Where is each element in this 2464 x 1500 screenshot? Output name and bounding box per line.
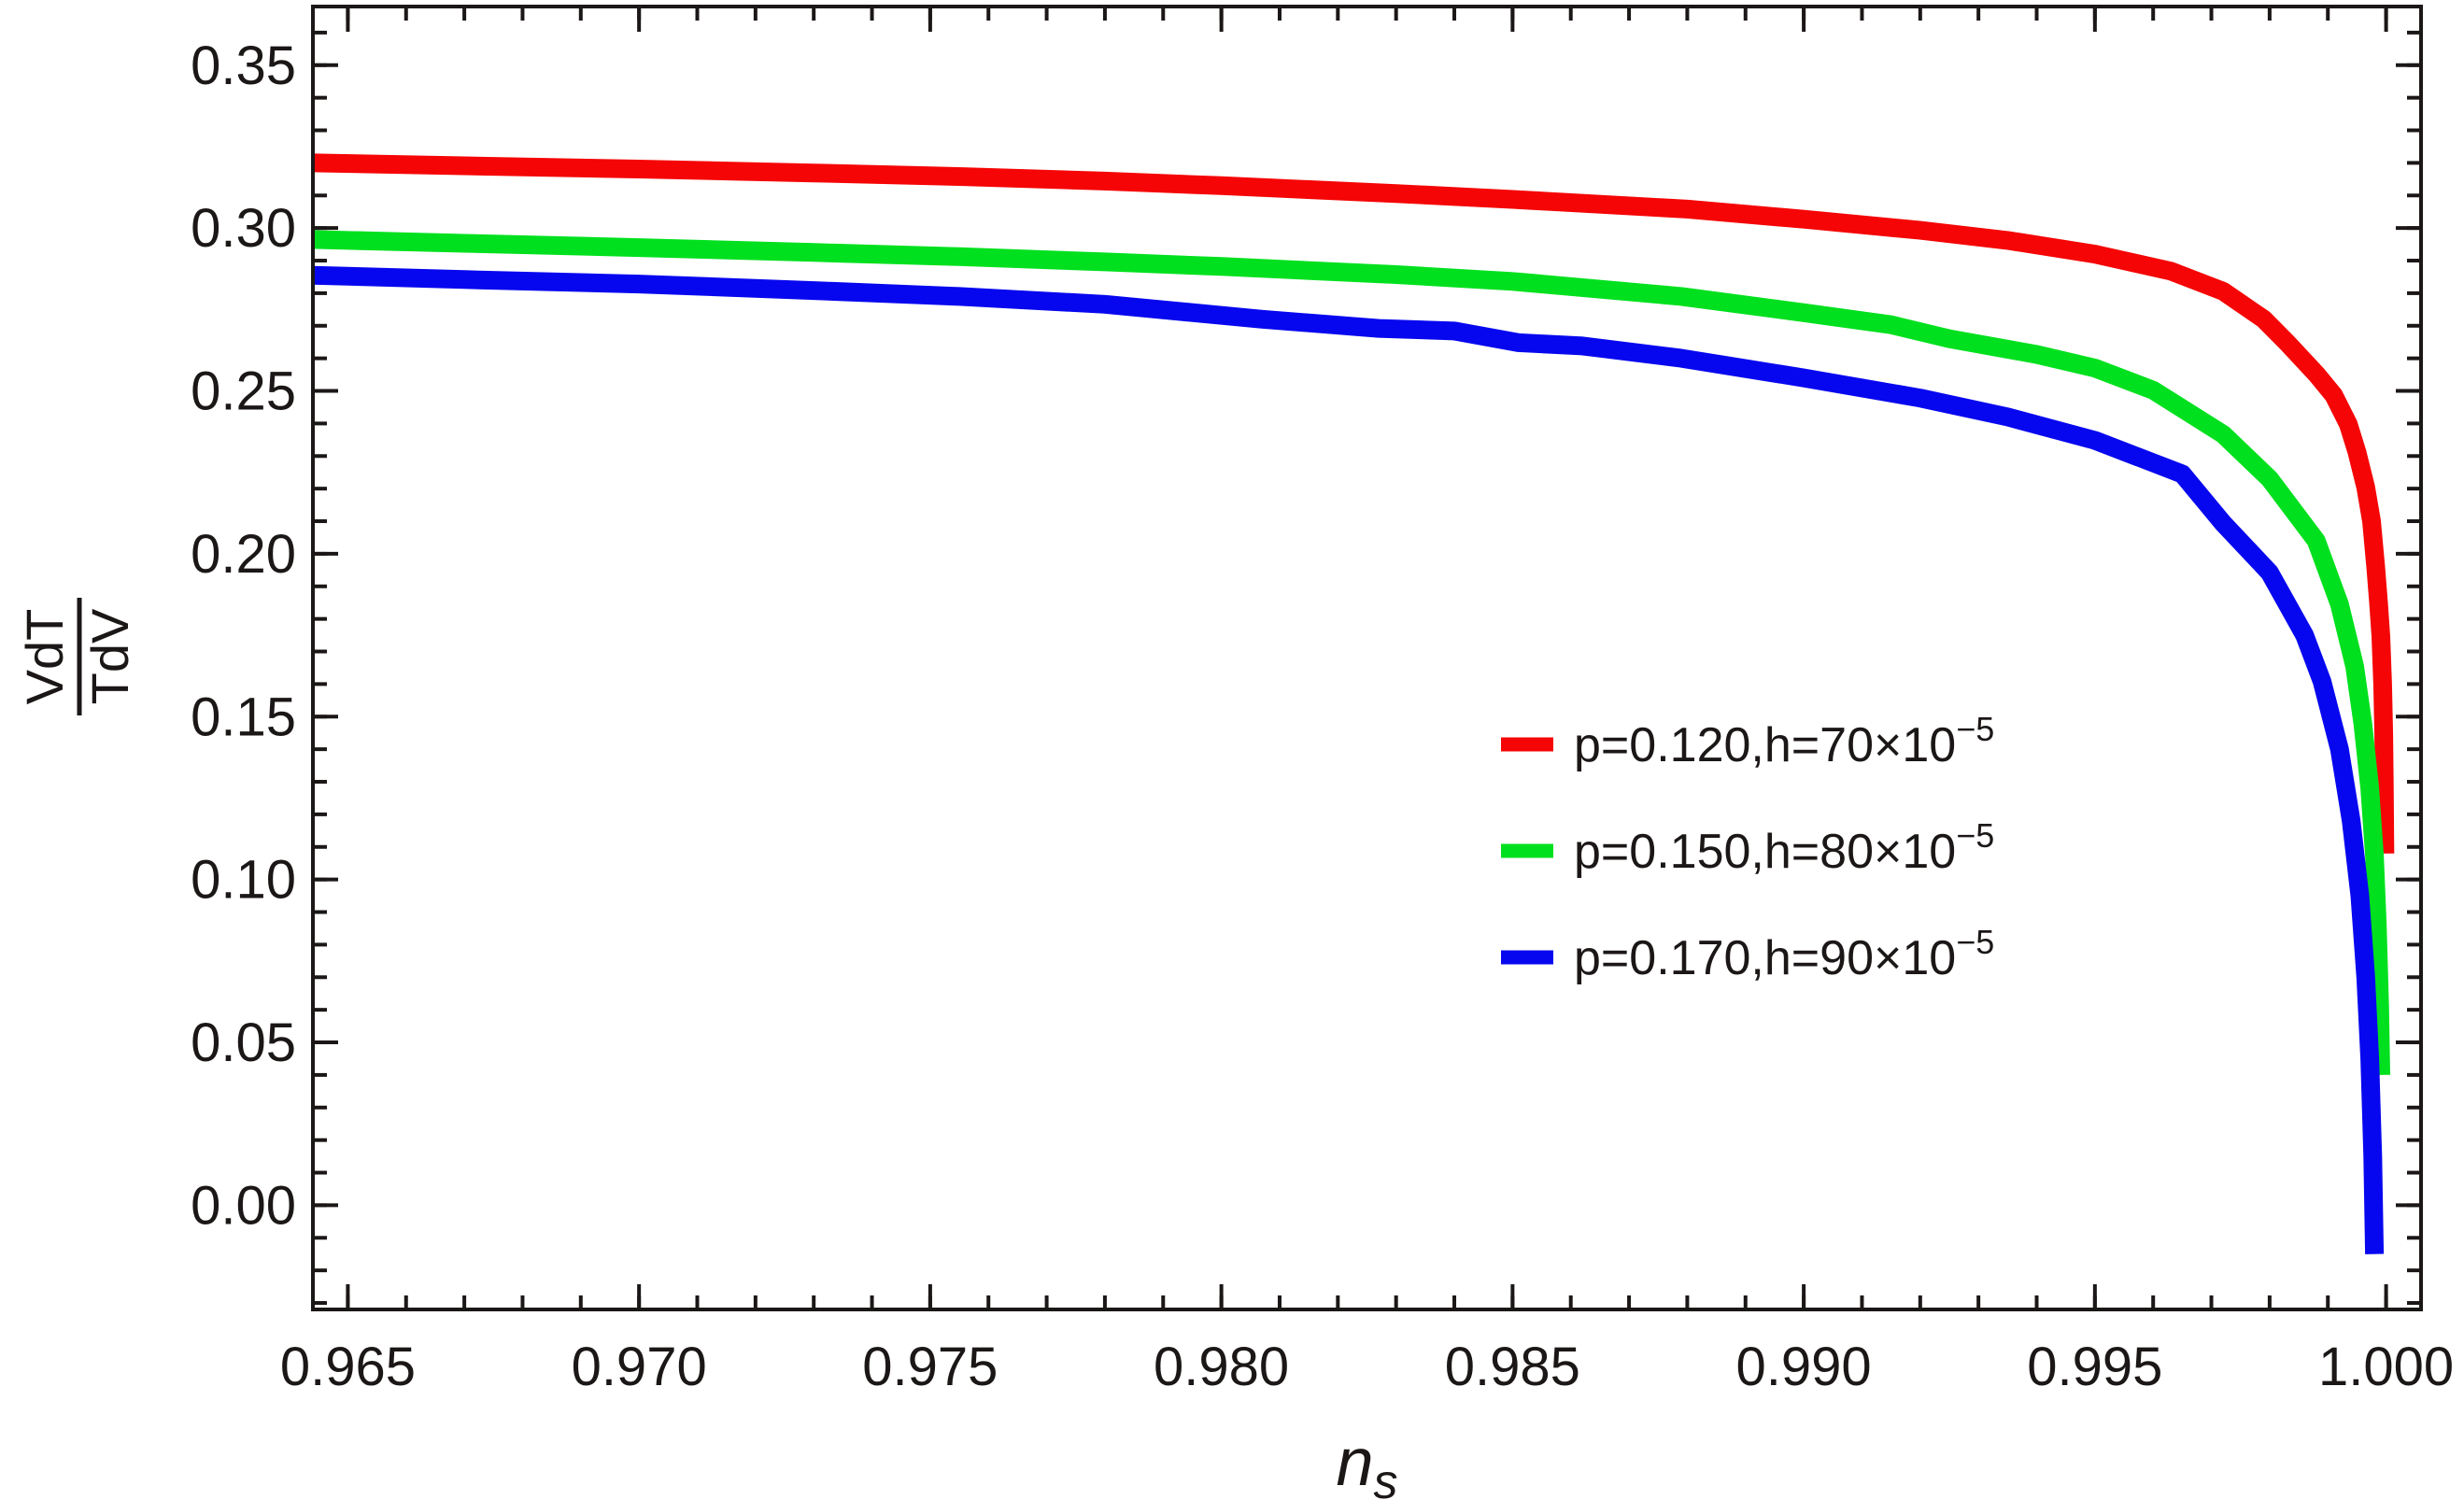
data-curves (312, 153, 2395, 1254)
y-tick-label: 0.30 (191, 198, 296, 259)
x-tick-label: 0.980 (1154, 1337, 1289, 1397)
x-tick-label: 0.995 (2027, 1337, 2162, 1397)
x-tick-label: 0.990 (1736, 1337, 1872, 1397)
y-axis-label-numerator: VdT (15, 609, 74, 705)
series-curve-0 (312, 153, 2395, 854)
y-tick-label: 0.20 (191, 524, 296, 585)
y-axis-label: VdT TdV (15, 598, 139, 715)
legend: p=0.120,h=70×10−5 p=0.150,h=80×10−5 p=0.17… (1501, 710, 1994, 985)
axis-labels: ns VdT TdV (15, 598, 1398, 1500)
x-tick-label: 0.965 (280, 1337, 416, 1397)
y-tick-label: 0.35 (191, 35, 296, 96)
legend-label-0: p=0.120,h=70×10−5 (1574, 710, 1994, 772)
plot-frame (311, 5, 2423, 1311)
series-curve-2 (312, 265, 2385, 1254)
x-tick-label: 1.000 (2318, 1337, 2454, 1397)
x-tick-label: 0.970 (572, 1337, 707, 1397)
axis-ticks (313, 7, 2421, 1309)
tick-labels: 0.965 0.970 0.975 0.980 0.985 0.990 0.995 1.000… (191, 35, 2454, 1397)
y-axis-label-denominator: TdV (80, 608, 139, 704)
y-tick-label: 0.00 (191, 1175, 296, 1236)
legend-label-2: p=0.170,h=90×10−5 (1574, 923, 1994, 985)
x-axis-label: ns (1336, 1425, 1397, 1500)
series-curve-1 (312, 230, 2390, 1076)
frame-rect (311, 5, 2423, 1311)
y-tick-label: 0.15 (191, 686, 296, 747)
x-tick-label: 0.975 (862, 1337, 998, 1397)
legend-label-1: p=0.150,h=80×10−5 (1574, 816, 1994, 879)
y-tick-label: 0.05 (191, 1012, 296, 1073)
y-tick-label: 0.10 (191, 850, 296, 911)
x-tick-label: 0.985 (1445, 1337, 1580, 1397)
y-tick-label: 0.25 (191, 361, 296, 422)
